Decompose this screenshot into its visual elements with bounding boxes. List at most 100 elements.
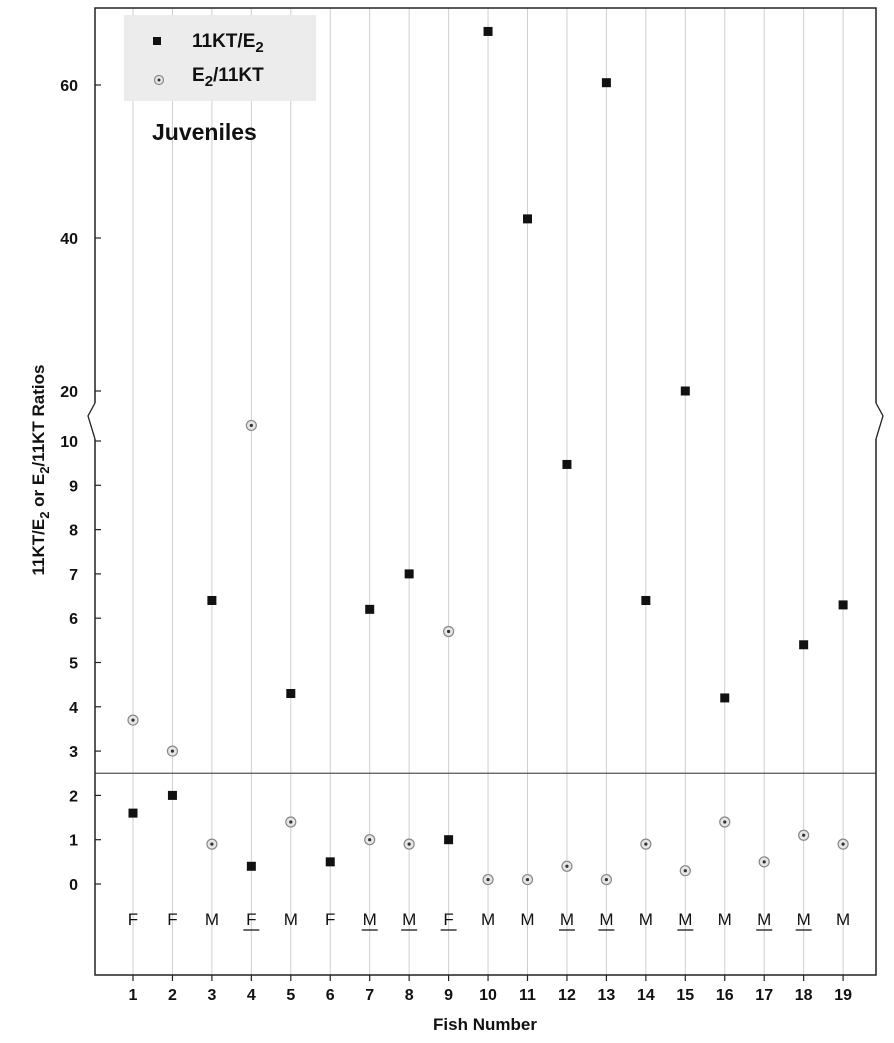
- square-point-fish-1: [128, 808, 138, 818]
- x-tick-label-13: 13: [598, 987, 616, 1004]
- circle-point-dot: [407, 842, 411, 846]
- square-point-fish-16: [720, 693, 730, 703]
- sex-label-fish-2: F: [167, 910, 177, 929]
- juveniles-annotation: Juveniles: [152, 119, 257, 145]
- square-point-fish-18: [799, 640, 809, 650]
- sex-label-fish-17: M: [757, 910, 771, 929]
- y-tick-label-2: 2: [69, 788, 78, 805]
- y-tick-label-1: 1: [69, 833, 78, 850]
- square-point-fish-7: [365, 604, 375, 614]
- legend-circle-marker-dot: [157, 78, 161, 82]
- y-tick-label-10: 10: [60, 434, 78, 451]
- sex-label-fish-1: F: [128, 910, 138, 929]
- circle-point-fish-14: [640, 838, 652, 850]
- sex-label-fish-11: M: [520, 910, 534, 929]
- circle-point-fish-15: [679, 865, 691, 877]
- circle-point-fish-17: [758, 856, 770, 868]
- x-tick-label-3: 3: [207, 987, 216, 1004]
- square-point-fish-13: [601, 78, 611, 88]
- circle-point-dot: [604, 877, 609, 882]
- square-point-fish-6: [325, 857, 335, 867]
- x-tick-label-9: 9: [444, 987, 453, 1004]
- legend-label-e2-11kt: E2/11KT: [192, 65, 264, 90]
- sex-label-fish-6: F: [325, 910, 335, 929]
- y-tick-label-3: 3: [69, 744, 78, 761]
- sex-label-fish-4: F: [246, 910, 256, 929]
- y-tick-label-5: 5: [69, 656, 78, 673]
- legend-label-11kt-e2: 11KT/E2: [192, 31, 264, 56]
- circle-point-fish-2: [166, 745, 179, 757]
- plot-frame-upper: [94, 7, 877, 403]
- sex-label-fish-12: M: [560, 910, 574, 929]
- y-tick-label-6: 6: [69, 611, 78, 628]
- y-axis-title: 11KT/E2 or E2/11KT Ratios: [29, 364, 52, 575]
- x-axis-title: Fish Number: [433, 1015, 537, 1034]
- left-axis-break: [87, 402, 96, 440]
- circle-point-fish-3: [206, 838, 218, 850]
- square-point-fish-14: [641, 595, 651, 605]
- square-point-fish-3: [207, 595, 217, 605]
- circle-point-fish-4: [245, 419, 257, 432]
- y-tick-label-9: 9: [69, 478, 78, 495]
- sex-label-fish-7: M: [363, 910, 377, 929]
- x-tick-label-11: 11: [519, 987, 536, 1004]
- x-tick-label-14: 14: [637, 987, 655, 1004]
- circle-point-fish-16: [719, 816, 731, 828]
- y-tick-labels: 0 1 2 3 4 5 6 7 8 9 10 20 40 60: [60, 78, 101, 894]
- sex-label-fish-9: F: [443, 910, 453, 929]
- right-axis-break: [875, 402, 884, 440]
- circle-point-dot: [289, 820, 293, 824]
- circle-point-dot: [565, 864, 569, 868]
- square-point-fish-10: [483, 26, 493, 36]
- y-tick-label-60: 60: [60, 78, 78, 95]
- sex-label-fish-15: M: [678, 910, 692, 929]
- square-point-fish-15: [680, 386, 690, 396]
- circle-point-fish-5: [285, 816, 297, 828]
- sex-label-fish-13: M: [599, 910, 613, 929]
- circle-point-dot: [486, 877, 490, 882]
- sex-label-fish-8: M: [402, 910, 416, 929]
- legend-box: [124, 15, 316, 101]
- x-tick-label-15: 15: [676, 987, 694, 1004]
- circle-point-fish-7: [364, 834, 376, 846]
- vertical-gridlines: [132, 8, 844, 975]
- x-tick-label-17: 17: [755, 987, 773, 1004]
- legend-square-marker: [153, 37, 161, 45]
- circle-point-dot: [170, 749, 175, 753]
- sex-label-fish-10: M: [481, 910, 495, 929]
- circle-point-dot: [802, 833, 806, 837]
- y-tick-label-0: 0: [69, 877, 78, 894]
- x-tick-label-10: 10: [479, 987, 497, 1004]
- x-tick-label-1: 1: [129, 987, 138, 1004]
- x-tick-label-8: 8: [405, 987, 414, 1004]
- data-points: [127, 26, 849, 886]
- circle-point-fish-12: [561, 860, 573, 872]
- circle-point-dot: [368, 838, 372, 842]
- y-tick-label-20: 20: [60, 384, 78, 401]
- circle-point-dot: [841, 842, 845, 846]
- square-point-fish-19: [838, 600, 848, 610]
- x-tick-label-18: 18: [795, 987, 813, 1004]
- sex-label-fish-16: M: [718, 910, 732, 929]
- sex-label-fish-19: M: [836, 910, 850, 929]
- circle-point-fish-11: [521, 873, 534, 886]
- x-tick-label-7: 7: [365, 987, 374, 1004]
- sex-label-fish-5: M: [284, 910, 298, 929]
- circle-point-dot: [723, 820, 727, 824]
- square-point-fish-11: [523, 214, 532, 224]
- circle-point-dot: [525, 877, 530, 882]
- x-tick-label-5: 5: [286, 987, 295, 1004]
- circle-point-dot: [644, 842, 648, 846]
- square-point-fish-2: [167, 790, 177, 800]
- x-tick-labels: 1 2 3 4 5 6 7 8 9 10 11 12 13 14 15 16 17 18 19: [129, 975, 852, 1004]
- square-point-fish-8: [404, 569, 414, 579]
- y-tick-label-4: 4: [69, 700, 78, 717]
- x-tick-label-19: 19: [834, 987, 852, 1004]
- y-tick-label-40: 40: [60, 231, 78, 248]
- circle-point-dot: [249, 423, 253, 428]
- circle-point-fish-18: [798, 829, 810, 841]
- square-point-fish-4: [246, 861, 256, 871]
- sex-label-fish-3: M: [205, 910, 219, 929]
- x-tick-label-16: 16: [716, 987, 734, 1004]
